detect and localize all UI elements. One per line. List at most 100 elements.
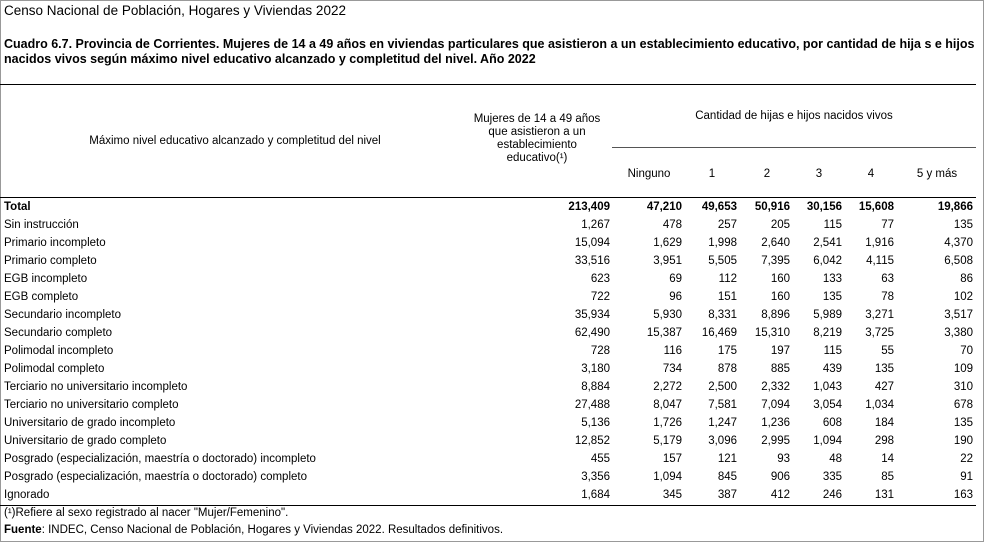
cell-value: 728 — [590, 345, 610, 357]
table-row: Secundario completo 62,490 15,387 16,469 15,… — [0, 324, 984, 342]
cell-value: 3,271 — [865, 309, 894, 321]
cell-value: 6,042 — [813, 255, 842, 267]
cell-value: 35,934 — [574, 309, 610, 321]
cell-value: 12,852 — [574, 435, 610, 447]
cell-value: 439 — [822, 363, 842, 375]
footnote: (¹)Refiere al sexo registrado al nacer "… — [4, 507, 289, 519]
cell-value: 1,726 — [653, 417, 682, 429]
cell-value: 427 — [874, 381, 894, 393]
cell-value: 8,219 — [813, 327, 842, 339]
cell-value: 5,136 — [581, 417, 610, 429]
cell-value: 135 — [953, 219, 973, 231]
table-row: Ignorado 1,684 345 387 412 246 131 163 — [0, 486, 984, 504]
cell-value: 55 — [881, 345, 894, 357]
table-row: Primario completo 33,516 3,951 5,505 7,395 6,… — [0, 252, 984, 270]
cell-value: 7,581 — [708, 399, 737, 411]
cell-value: 298 — [874, 435, 894, 447]
cell-value: 2,500 — [708, 381, 737, 393]
cell-value: 3,517 — [944, 309, 973, 321]
cell-value: 163 — [953, 489, 973, 501]
row-label: Primario completo — [4, 255, 97, 267]
row-label: Polimodal incompleto — [4, 345, 114, 357]
table-row: Universitario de grado incompleto 5,136 1,… — [0, 414, 984, 432]
row-label: EGB incompleto — [4, 273, 88, 285]
cell-value: 115 — [823, 345, 842, 357]
cell-value: 86 — [960, 273, 973, 285]
cell-value: 455 — [590, 453, 610, 465]
table-row: Terciario no universitario completo 27,48… — [0, 396, 984, 414]
cell-value: 47,210 — [646, 201, 682, 213]
table-bottom-rule — [0, 505, 976, 506]
cell-value: 1,267 — [581, 219, 610, 231]
cell-value: 2,995 — [761, 435, 790, 447]
cell-value: 131 — [874, 489, 894, 501]
cell-value: 213,409 — [568, 201, 610, 213]
cell-value: 678 — [953, 399, 973, 411]
cell-value: 96 — [669, 291, 682, 303]
col-header-children-5: 5 y más — [916, 168, 958, 180]
cell-value: 78 — [881, 291, 894, 303]
header-bottom-rule — [0, 197, 976, 198]
cell-value: 3,725 — [865, 327, 894, 339]
row-label: Terciario no universitario incompleto — [4, 381, 188, 393]
cell-value: 885 — [770, 363, 790, 375]
source-label: Fuente — [4, 524, 42, 536]
cell-value: 1,629 — [653, 237, 682, 249]
cell-value: 1,094 — [653, 471, 682, 483]
cell-value: 1,916 — [865, 237, 894, 249]
col-header-children-4: 4 — [867, 168, 875, 180]
row-label: Posgrado (especialización, maestría o do… — [4, 453, 316, 465]
table-row: EGB incompleto 623 69 112 160 133 63 86 — [0, 270, 984, 288]
table-row: Posgrado (especialización, maestría o do… — [0, 468, 984, 486]
cell-value: 15,310 — [754, 327, 790, 339]
cell-value: 3,380 — [944, 327, 973, 339]
col-header-children-3: 3 — [815, 168, 823, 180]
col-header-children-1: 1 — [708, 168, 716, 180]
cell-value: 387 — [717, 489, 737, 501]
cell-value: 734 — [662, 363, 682, 375]
cell-value: 14 — [881, 453, 894, 465]
cell-value: 1,998 — [708, 237, 737, 249]
cell-value: 85 — [881, 471, 894, 483]
cell-value: 5,930 — [653, 309, 682, 321]
cell-value: 19,866 — [937, 201, 973, 213]
table-row: Sin instrucción 1,267 478 257 205 115 77 135 — [0, 216, 984, 234]
cell-value: 190 — [953, 435, 973, 447]
row-label: EGB completo — [4, 291, 79, 303]
cell-value: 175 — [717, 345, 737, 357]
row-label: Polimodal completo — [4, 363, 105, 375]
cell-value: 2,640 — [761, 237, 790, 249]
cell-value: 157 — [662, 453, 682, 465]
cell-value: 102 — [953, 291, 973, 303]
cell-value: 5,989 — [813, 309, 842, 321]
cell-value: 2,272 — [653, 381, 682, 393]
total-row: Total 213,409 47,210 49,653 50,916 30,156 15,6… — [0, 198, 984, 216]
cell-value: 906 — [770, 471, 790, 483]
cell-value: 3,096 — [708, 435, 737, 447]
cell-value: 246 — [822, 489, 842, 501]
cell-value: 63 — [881, 273, 894, 285]
group-rule — [612, 147, 976, 148]
table-row: Secundario incompleto 35,934 5,930 8,331 8,8… — [0, 306, 984, 324]
cell-value: 184 — [874, 417, 894, 429]
cell-value: 3,356 — [581, 471, 610, 483]
cell-value: 412 — [770, 489, 790, 501]
col-header-children-group: Cantidad de hijas e hijos nacidos vivos — [695, 110, 893, 122]
col-header-children-0: Ninguno — [627, 168, 671, 180]
row-label: Ignorado — [4, 489, 50, 501]
cell-value: 160 — [770, 273, 790, 285]
cell-value: 7,094 — [761, 399, 790, 411]
cell-value: 151 — [717, 291, 737, 303]
cell-value: 33,516 — [574, 255, 610, 267]
row-label: Universitario de grado completo — [4, 435, 167, 447]
cell-value: 62,490 — [574, 327, 610, 339]
cell-value: 133 — [822, 273, 842, 285]
row-label: Primario incompleto — [4, 237, 106, 249]
cell-value: 93 — [777, 453, 790, 465]
table-caption: Cuadro 6.7. Provincia de Corrientes. Muj… — [4, 37, 975, 66]
cell-value: 1,236 — [761, 417, 790, 429]
cell-value: 1,247 — [708, 417, 737, 429]
cell-value: 22 — [960, 453, 973, 465]
cell-value: 112 — [718, 273, 737, 285]
